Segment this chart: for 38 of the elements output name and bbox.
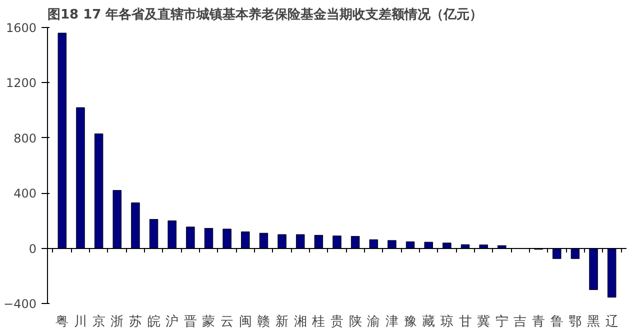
y-tick-label: −400 xyxy=(4,297,37,311)
y-tick-label: 800 xyxy=(14,131,36,146)
x-tick-label: 皖 xyxy=(147,314,160,330)
x-tick-label: 新 xyxy=(276,314,289,330)
x-tick-label: 闽 xyxy=(238,314,252,330)
x-tick-label: 藏 xyxy=(422,314,436,330)
x-tick-label: 黑 xyxy=(587,314,600,330)
x-tick-label: 浙 xyxy=(110,314,124,330)
x-tick-label: 蒙 xyxy=(202,314,216,330)
x-tick-label: 琼 xyxy=(440,314,454,330)
y-tick-label: 0 xyxy=(28,242,37,256)
x-tick-label: 津 xyxy=(385,314,398,330)
y-tick-label: 1600 xyxy=(6,21,37,35)
x-tick-label: 苏 xyxy=(128,314,142,330)
x-tick-label: 陕 xyxy=(348,314,362,330)
x-tick-label: 粤 xyxy=(56,314,69,330)
x-tick-label: 湘 xyxy=(294,314,307,330)
x-tick-label: 云 xyxy=(220,314,234,330)
x-tick-label: 渝 xyxy=(367,314,380,330)
x-tick-label: 吉 xyxy=(514,314,527,330)
x-tick-label: 辽 xyxy=(605,314,618,330)
x-tick-label: 鲁 xyxy=(550,314,564,330)
x-tick-label: 豫 xyxy=(404,314,417,330)
x-tick-label: 冀 xyxy=(477,314,490,330)
x-tick-label: 赣 xyxy=(257,314,270,330)
chart-title: 图18 17 年各省及直辖市城镇基本养老保险基金当期收支差额情况（亿元） xyxy=(48,6,483,22)
x-tick-label: 贵 xyxy=(330,314,344,330)
x-tick-label: 桂 xyxy=(311,314,326,330)
y-tick-label: 400 xyxy=(14,186,36,201)
x-tick-label: 鄂 xyxy=(568,314,582,330)
x-tick-label: 晋 xyxy=(184,314,197,330)
x-tick-label: 青 xyxy=(532,314,546,330)
y-tick-label: 1200 xyxy=(6,76,37,90)
x-tick-label: 沪 xyxy=(166,314,179,330)
x-tick-label: 宁 xyxy=(495,314,508,330)
x-tick-label: 甘 xyxy=(458,314,472,330)
x-tick-label: 川 xyxy=(74,314,87,330)
x-tick-label: 京 xyxy=(92,314,106,330)
